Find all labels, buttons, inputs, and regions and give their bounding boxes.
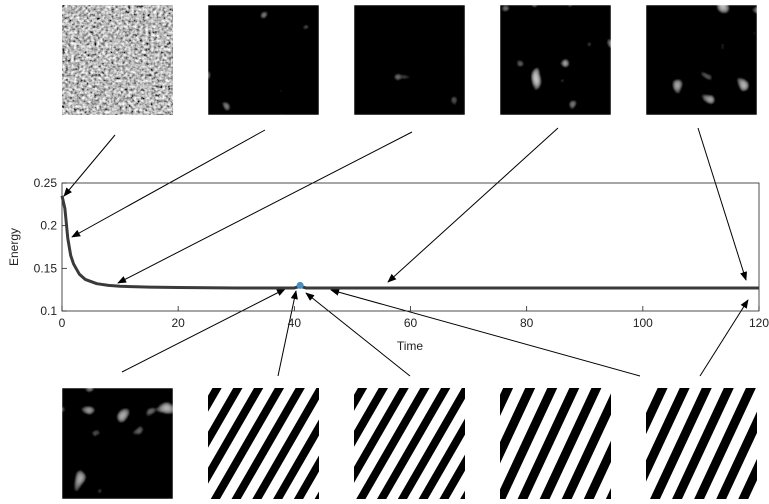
highlight-marker — [297, 282, 304, 289]
snapshot — [354, 5, 465, 115]
snapshot — [500, 5, 611, 115]
snapshot — [646, 5, 757, 115]
arrow — [331, 290, 640, 376]
figure: Time Energy 0.1 0.15 0.2 0.25 0 20 40 60 80 100 12… — [0, 0, 769, 504]
snapshot — [646, 388, 757, 499]
plot: Time Energy 0.1 0.15 0.2 0.25 0 20 40 60 80 100 12… — [7, 176, 769, 353]
x-tick-label: 40 — [288, 316, 302, 330]
arrow — [698, 128, 746, 280]
snapshot — [354, 388, 465, 499]
arrow — [388, 128, 558, 282]
y-axis-label: Energy — [7, 228, 21, 266]
x-tick-label: 80 — [520, 316, 534, 330]
y-tick-label: 0.2 — [40, 219, 57, 233]
snapshot — [62, 5, 173, 115]
y-tick-label: 0.1 — [40, 304, 57, 318]
snapshot — [208, 388, 319, 499]
snapshot — [62, 388, 173, 499]
arrow — [306, 293, 410, 376]
snapshot — [500, 388, 611, 499]
snapshot — [208, 5, 319, 115]
arrow — [278, 291, 296, 376]
x-tick-label: 120 — [749, 316, 769, 330]
arrow — [122, 289, 285, 372]
energy-line — [62, 196, 759, 288]
x-tick-label: 100 — [633, 316, 653, 330]
x-tick-label: 20 — [171, 316, 185, 330]
plot-frame — [62, 183, 759, 311]
y-tick-label: 0.25 — [34, 176, 58, 190]
arrow — [64, 135, 115, 196]
x-tick-label: 60 — [404, 316, 418, 330]
arrow — [118, 132, 412, 283]
arrow — [72, 130, 265, 237]
snapshots — [62, 5, 757, 499]
x-tick-label: 0 — [59, 316, 66, 330]
y-tick-label: 0.15 — [34, 261, 58, 275]
x-axis-label: Time — [397, 339, 424, 353]
